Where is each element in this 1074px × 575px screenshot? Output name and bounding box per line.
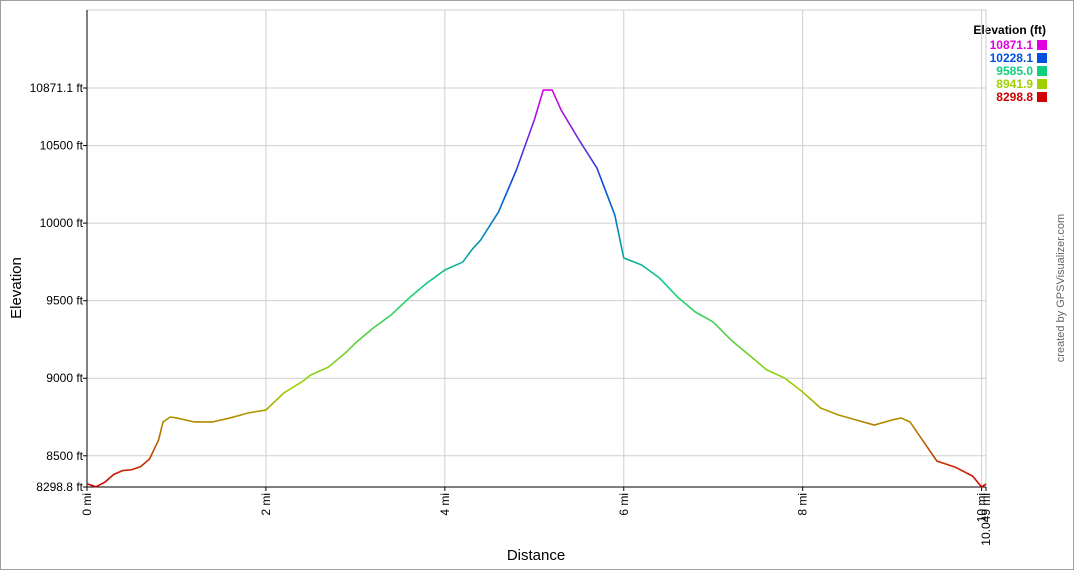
x-axis-label: Distance xyxy=(507,547,565,564)
x-tick-label: 8 mi xyxy=(796,493,810,516)
legend-label: 8298.8 xyxy=(996,90,1033,104)
y-tick-label: 9500 ft xyxy=(46,294,83,308)
legend-swatch xyxy=(1037,66,1047,76)
x-tick-label: 4 mi xyxy=(438,493,452,516)
x-tick-label: 10 mi xyxy=(975,493,989,522)
y-tick-label: 10871.1 ft xyxy=(30,81,84,95)
legend-label: 9585.0 xyxy=(996,64,1033,78)
y-tick-label: 8298.8 ft xyxy=(36,480,83,494)
y-axis-label: Elevation xyxy=(8,257,25,319)
legend-swatch xyxy=(1037,92,1047,102)
legend-swatch xyxy=(1037,79,1047,89)
x-tick-label: 10.049 mi xyxy=(979,493,993,546)
x-tick-label: 2 mi xyxy=(259,493,273,516)
y-tick-label: 8500 ft xyxy=(46,449,83,463)
legend-label: 10871.1 xyxy=(990,38,1034,52)
credit: created by GPSVisualizer.com xyxy=(1055,214,1067,362)
y-tick-label: 10500 ft xyxy=(40,139,84,153)
legend-swatch xyxy=(1037,40,1047,50)
elevation-line xyxy=(86,89,987,488)
x-tick-label: 0 mi xyxy=(80,493,94,516)
legend-label: 8941.9 xyxy=(996,77,1033,91)
y-tick-label: 10000 ft xyxy=(40,216,84,230)
y-tick-label: 9000 ft xyxy=(46,371,83,385)
legend-label: 10228.1 xyxy=(990,51,1034,65)
legend-swatch xyxy=(1037,53,1047,63)
x-tick-label: 6 mi xyxy=(617,493,631,516)
legend-title: Elevation (ft) xyxy=(973,23,1046,37)
